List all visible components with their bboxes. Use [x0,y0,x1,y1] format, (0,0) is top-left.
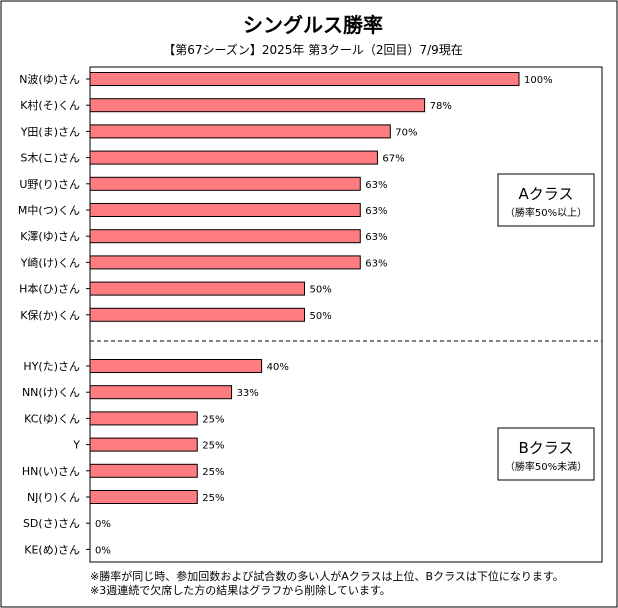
category-label: Y [72,439,80,452]
bar [89,385,233,400]
class-a-box: Aクラス （勝率50%以上） [497,173,595,227]
category-label: KC(ゆ)くん [24,412,80,425]
category-label: M中(つ)くん [18,204,80,217]
value-label: 67% [382,154,404,165]
bar [89,281,305,296]
value-label: 0% [95,545,111,556]
bar [89,307,305,322]
value-label: 0% [95,519,111,530]
value-label: 33% [237,388,259,399]
bar [89,98,426,113]
bar [89,359,263,373]
bar [89,255,361,270]
bar [89,229,361,244]
class-b-note: （勝率50%未満） [505,460,587,473]
footnote-2: ※3週連続で欠席した方の結果はグラフから削除しています。 [90,583,391,597]
bar [89,124,391,139]
value-label: 78% [430,101,452,112]
chart-title: シングルス勝率 [243,13,383,37]
value-label: 40% [267,362,289,373]
category-label: HY(た)さん [23,360,80,373]
category-label: U野(り)さん [19,178,80,191]
bar-layer: N波(ゆ)さん 100% K村(そ)くん 78% Y田(ま)さん 70% S木(こ)さん 67… [18,72,553,556]
category-label: SD(さ)さん [23,517,80,530]
bar [89,463,198,478]
value-label: 50% [310,311,332,322]
category-label: H本(ひ)さん [19,282,80,296]
category-label: K保(か)くん [20,308,80,322]
value-label: 25% [202,467,224,478]
category-label: HN(い)さん [22,465,80,478]
class-a-label: Aクラス [519,185,574,203]
value-label: 100% [524,75,553,86]
class-b-box: Bクラス （勝率50%未満） [497,427,595,481]
category-label: Y田(ま)さん [20,125,80,138]
bar [89,437,198,452]
footnote-1: ※勝率が同じ時、参加回数および試合数の多い人がAクラスは上位、Bクラスは下位にな… [90,569,564,583]
value-label: 70% [395,127,417,138]
category-label: N波(ゆ)さん [19,73,80,86]
category-label: NJ(り)くん [27,491,80,504]
class-a-note: （勝率50%以上） [505,206,587,219]
category-label: K村(そ)くん [20,98,80,112]
chart-subtitle: 【第67シーズン】2025年 第3クール（2回目）7/9現在 [163,42,463,57]
value-label: 63% [365,206,387,217]
category-label: K澤(ゆ)さん [20,230,80,243]
value-label: 63% [365,258,387,269]
bar [89,490,198,504]
value-label: 25% [202,493,224,504]
value-label: 25% [202,414,224,425]
category-label: KE(め)さん [24,543,80,556]
bar [89,150,378,165]
bar [89,72,520,86]
value-label: 63% [365,180,387,191]
category-label: S木(こ)さん [20,152,80,165]
class-b-label: Bクラス [519,439,574,457]
bar [89,203,361,217]
bar [89,176,361,191]
category-label: Y崎(け)くん [20,255,80,269]
value-label: 63% [365,232,387,243]
value-label: 50% [310,285,332,296]
bar [89,411,198,426]
category-label: NN(け)くん [22,386,80,399]
value-label: 25% [202,441,224,452]
